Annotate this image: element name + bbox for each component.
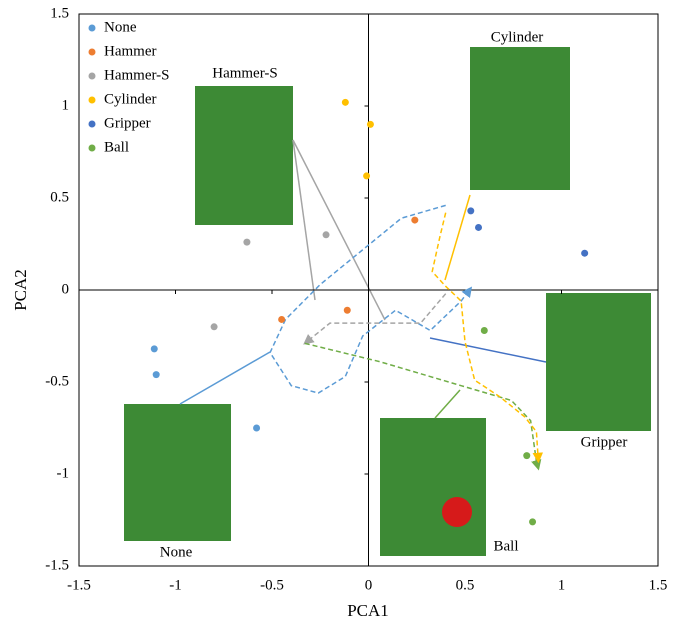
annotation: None bbox=[160, 544, 193, 560]
legend-label: None bbox=[104, 19, 137, 35]
point bbox=[253, 424, 261, 432]
photo bbox=[380, 418, 486, 556]
point bbox=[322, 231, 330, 239]
legend-swatch bbox=[88, 72, 96, 80]
ball-icon bbox=[442, 497, 472, 527]
legend-label: Ball bbox=[104, 139, 129, 155]
point bbox=[152, 371, 160, 379]
x-tick-label: -0.5 bbox=[260, 577, 284, 593]
annotation: Gripper bbox=[581, 434, 628, 450]
legend-label: Gripper bbox=[104, 115, 151, 131]
trajectory bbox=[269, 204, 473, 394]
legend-swatch bbox=[88, 120, 96, 128]
y-axis-label: PCA2 bbox=[11, 269, 30, 311]
y-tick-label: 1.5 bbox=[50, 5, 69, 21]
x-tick-label: -1.5 bbox=[67, 577, 91, 593]
trajectory bbox=[431, 212, 544, 464]
x-tick-label: 0 bbox=[365, 577, 373, 593]
x-tick-label: 1 bbox=[558, 577, 566, 593]
photo bbox=[124, 404, 231, 541]
connector bbox=[292, 139, 316, 301]
annotation: Ball bbox=[494, 538, 519, 554]
connector bbox=[179, 351, 271, 405]
y-tick-label: 0.5 bbox=[50, 189, 69, 205]
legend-swatch bbox=[88, 96, 96, 104]
photos bbox=[124, 47, 651, 556]
connector bbox=[444, 194, 471, 281]
y-tick-label: -0.5 bbox=[45, 373, 69, 389]
point bbox=[529, 518, 537, 526]
point bbox=[343, 306, 351, 314]
x-axis-label: PCA1 bbox=[347, 601, 389, 620]
point bbox=[480, 326, 488, 334]
photo bbox=[470, 47, 570, 190]
y-tick-label: -1 bbox=[57, 465, 70, 481]
point bbox=[210, 323, 218, 331]
y-tick-label: 0 bbox=[62, 281, 70, 297]
y-tick-label: 1 bbox=[62, 97, 70, 113]
photo bbox=[195, 86, 293, 225]
trajectory bbox=[303, 293, 447, 345]
point bbox=[411, 216, 419, 224]
connector bbox=[292, 139, 386, 321]
legend-label: Cylinder bbox=[104, 91, 157, 107]
legend-label: Hammer-S bbox=[104, 67, 170, 83]
annotation: Cylinder bbox=[491, 29, 544, 45]
legend-swatch bbox=[88, 24, 96, 32]
point bbox=[243, 238, 251, 246]
x-tick-label: -1 bbox=[169, 577, 182, 593]
legend-label: Hammer bbox=[104, 43, 156, 59]
point bbox=[581, 249, 589, 257]
legend-swatch bbox=[88, 48, 96, 56]
point bbox=[475, 223, 483, 231]
y-tick-label: -1.5 bbox=[45, 557, 69, 573]
x-tick-label: 1.5 bbox=[649, 577, 668, 593]
point bbox=[523, 452, 531, 460]
photo bbox=[546, 293, 651, 431]
point bbox=[278, 315, 286, 323]
point bbox=[366, 120, 374, 128]
point bbox=[467, 207, 475, 215]
point bbox=[363, 172, 371, 180]
connector bbox=[434, 389, 461, 419]
connector bbox=[429, 337, 547, 363]
point bbox=[150, 345, 158, 353]
x-tick-label: 0.5 bbox=[456, 577, 475, 593]
point bbox=[341, 98, 349, 106]
legend-swatch bbox=[88, 144, 96, 152]
annotation: Hammer-S bbox=[212, 65, 278, 81]
